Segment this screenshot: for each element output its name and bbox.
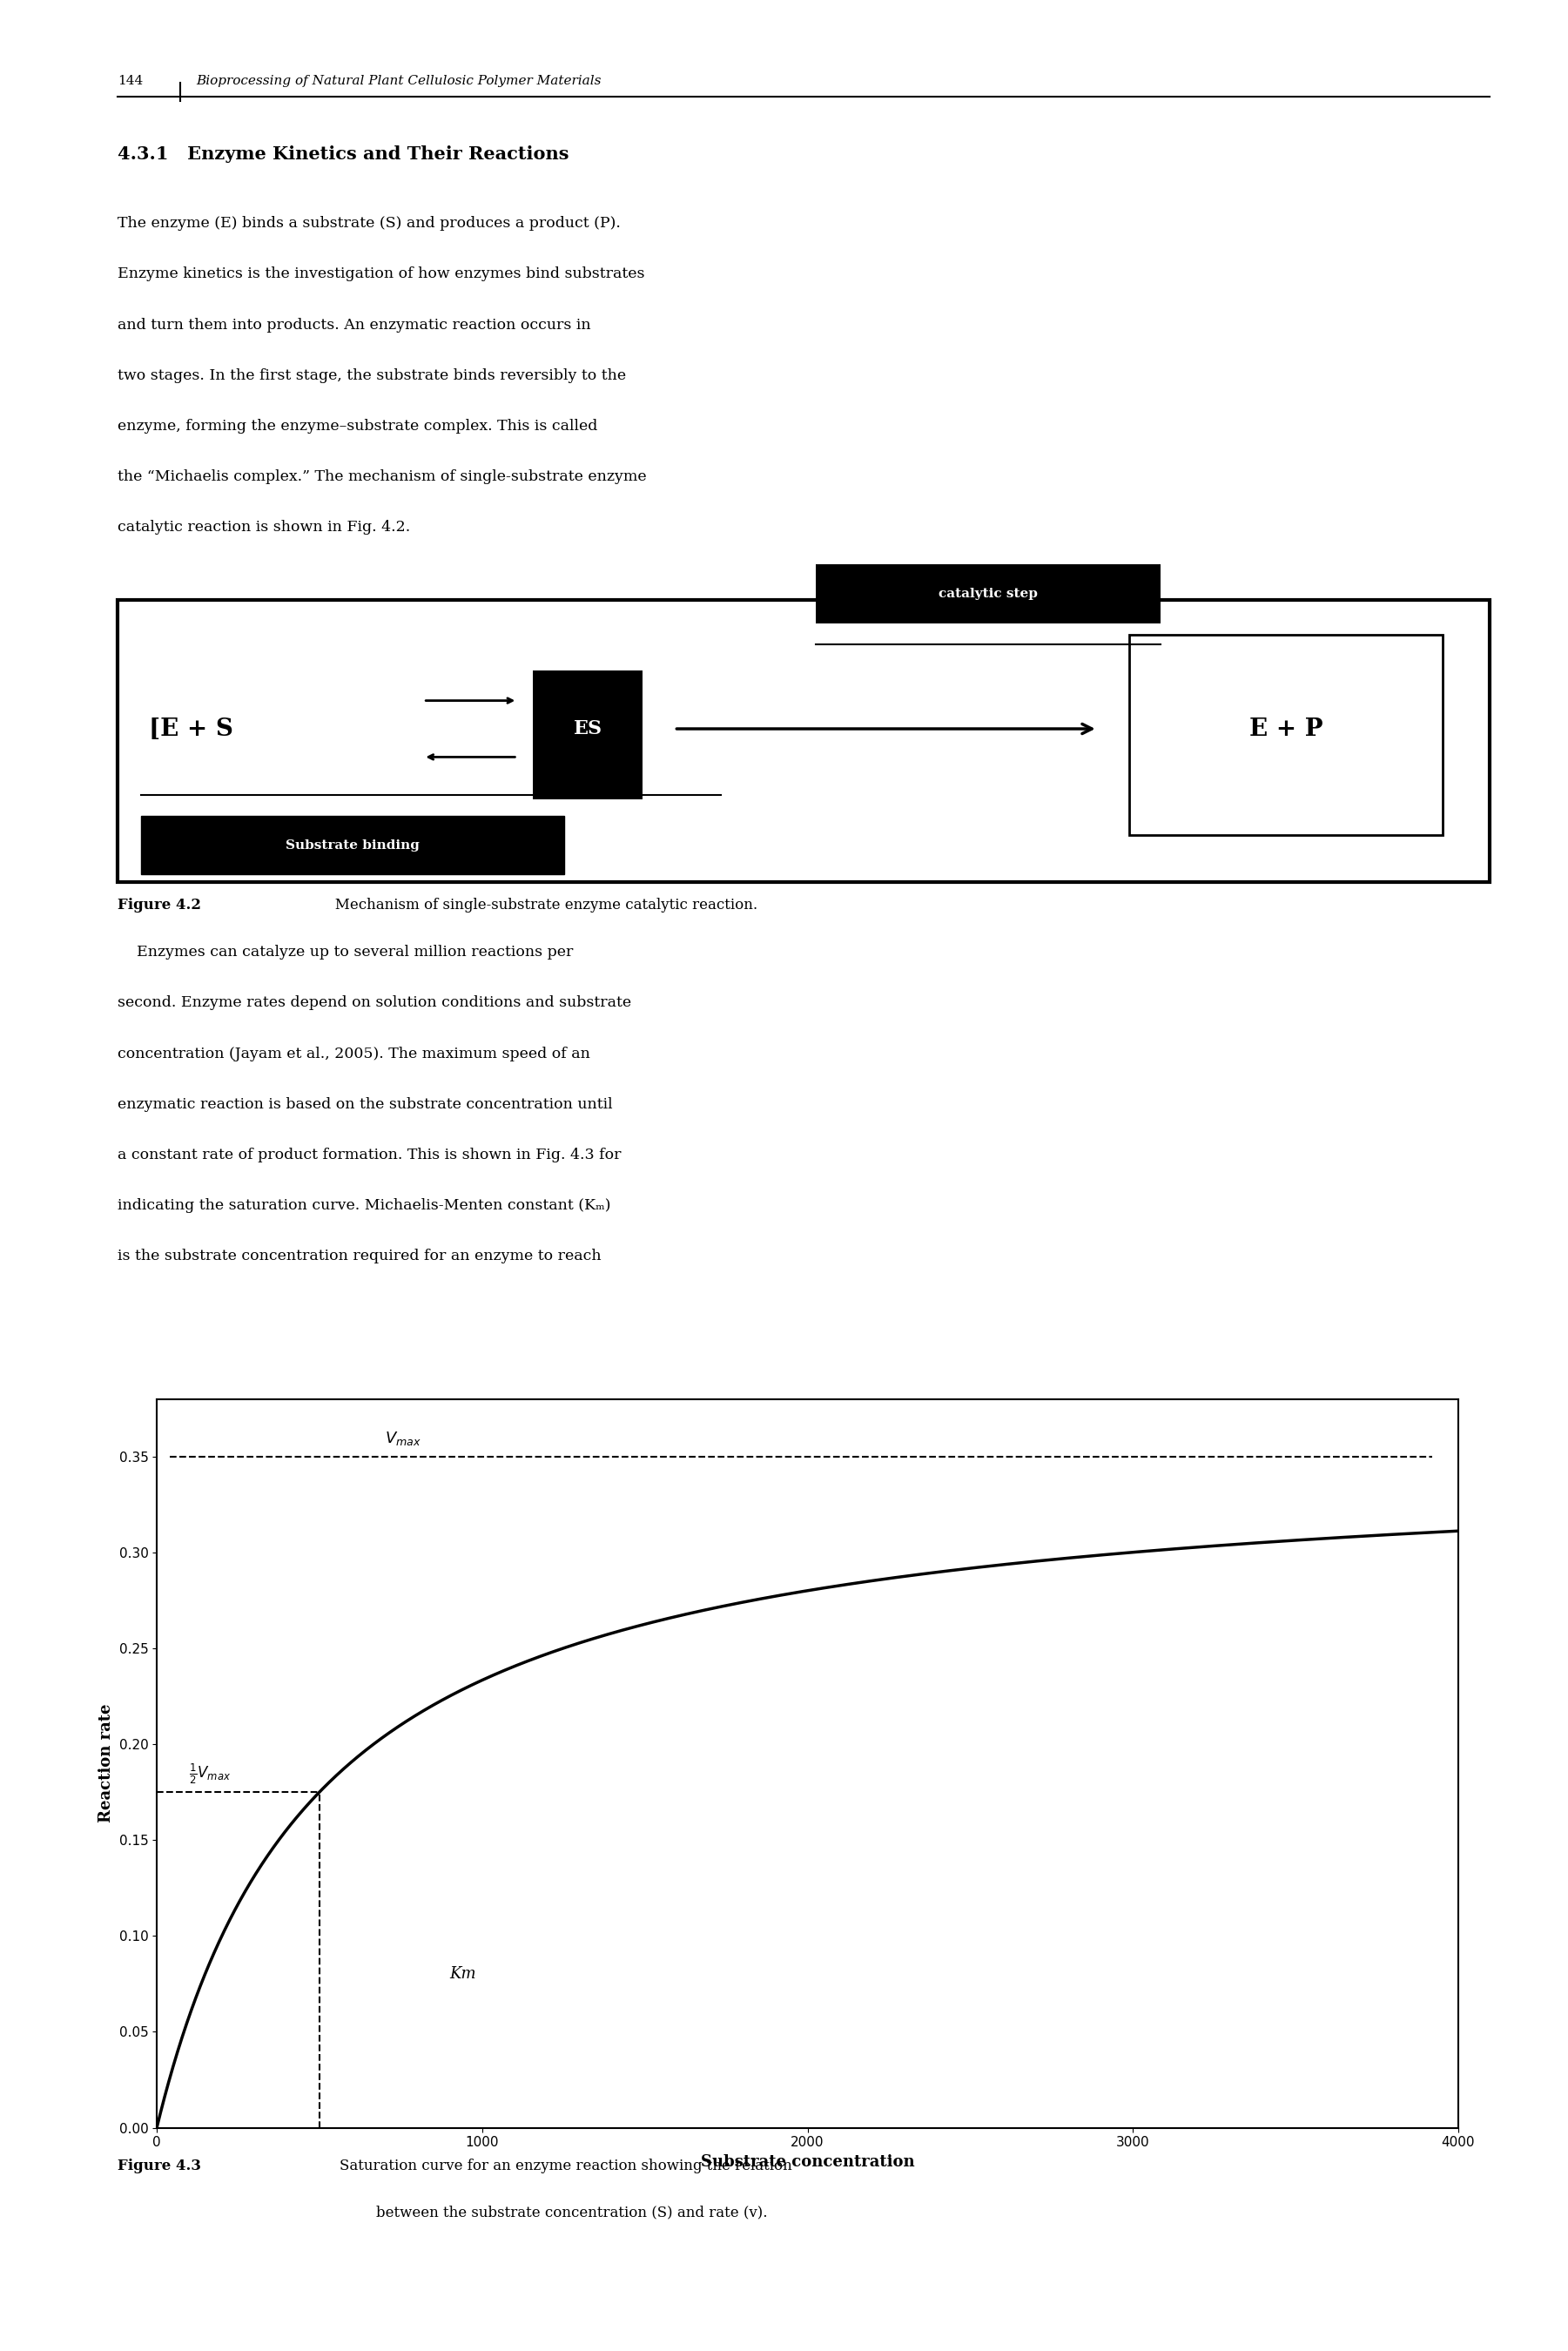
Text: second. Enzyme rates depend on solution conditions and substrate: second. Enzyme rates depend on solution … (118, 997, 632, 1011)
Text: concentration (Jayam et al., 2005). The maximum speed of an: concentration (Jayam et al., 2005). The … (118, 1046, 590, 1060)
Text: ES: ES (574, 719, 602, 738)
Text: 144: 144 (118, 75, 143, 87)
Text: catalytic step: catalytic step (938, 588, 1038, 600)
Text: Enzymes can catalyze up to several million reactions per: Enzymes can catalyze up to several milli… (118, 945, 574, 959)
Text: is the substrate concentration required for an enzyme to reach: is the substrate concentration required … (118, 1248, 602, 1262)
Bar (1129, 635, 1443, 835)
Text: the “Michaelis complex.” The mechanism of single-substrate enzyme: the “Michaelis complex.” The mechanism o… (118, 470, 646, 484)
Text: 4.3.1   Enzyme Kinetics and Their Reactions: 4.3.1 Enzyme Kinetics and Their Reaction… (118, 146, 569, 162)
Text: $\frac{1}{2}V_{max}$: $\frac{1}{2}V_{max}$ (190, 1763, 232, 1787)
Text: two stages. In the first stage, the substrate binds reversibly to the: two stages. In the first stage, the subs… (118, 367, 626, 383)
Text: Saturation curve for an enzyme reaction showing the relation: Saturation curve for an enzyme reaction … (321, 2158, 792, 2172)
Y-axis label: Reaction rate: Reaction rate (99, 1704, 114, 1822)
Bar (141, 816, 564, 875)
Text: enzymatic reaction is based on the substrate concentration until: enzymatic reaction is based on the subst… (118, 1098, 613, 1112)
Text: catalytic reaction is shown in Fig. 4.2.: catalytic reaction is shown in Fig. 4.2. (118, 520, 411, 534)
Text: and turn them into products. An enzymatic reaction occurs in: and turn them into products. An enzymati… (118, 317, 591, 331)
Bar (533, 670, 643, 799)
Text: between the substrate concentration (S) and rate (v).: between the substrate concentration (S) … (321, 2205, 768, 2219)
Text: Km: Km (450, 1965, 477, 1982)
Text: [E + S: [E + S (149, 717, 234, 741)
X-axis label: Substrate concentration: Substrate concentration (701, 2154, 914, 2170)
Text: Figure 4.3: Figure 4.3 (118, 2158, 201, 2172)
Text: The enzyme (E) binds a substrate (S) and produces a product (P).: The enzyme (E) binds a substrate (S) and… (118, 216, 621, 230)
Text: enzyme, forming the enzyme–substrate complex. This is called: enzyme, forming the enzyme–substrate com… (118, 418, 597, 433)
Text: Figure 4.2: Figure 4.2 (118, 898, 201, 912)
Text: Enzyme kinetics is the investigation of how enzymes bind substrates: Enzyme kinetics is the investigation of … (118, 266, 644, 282)
Text: Bioprocessing of Natural Plant Cellulosic Polymer Materials: Bioprocessing of Natural Plant Cellulosi… (196, 75, 601, 87)
Text: a constant rate of product formation. This is shown in Fig. 4.3 for: a constant rate of product formation. Th… (118, 1147, 621, 1161)
Text: indicating the saturation curve. Michaelis-Menten constant (Kₘ): indicating the saturation curve. Michael… (118, 1199, 612, 1213)
Bar (815, 564, 1160, 623)
Bar (118, 600, 1490, 882)
Text: Mechanism of single-substrate enzyme catalytic reaction.: Mechanism of single-substrate enzyme cat… (321, 898, 757, 912)
Text: E + P: E + P (1250, 717, 1322, 741)
Text: Substrate binding: Substrate binding (285, 839, 420, 851)
Text: $V_{max}$: $V_{max}$ (384, 1429, 422, 1446)
